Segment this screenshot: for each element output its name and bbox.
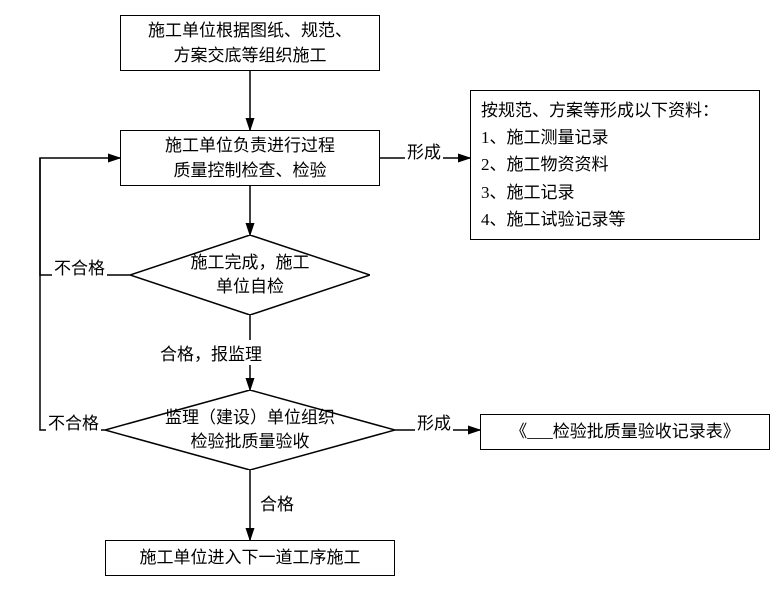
label-fail-2: 不合格 xyxy=(46,409,101,434)
node-start-line1: 施工单位根据图纸、规范、 xyxy=(148,18,352,44)
materials-item-4: 4、施工试验记录等 xyxy=(481,206,749,233)
node-sup-line2: 检验批质量验收 xyxy=(165,430,335,454)
label-pass-2: 合格 xyxy=(258,490,296,515)
node-self-inspection: 施工完成，施工 单位自检 xyxy=(130,235,370,315)
node-quality-control: 施工单位负责进行过程 质量控制检查、检验 xyxy=(120,130,380,186)
label-fail-1: 不合格 xyxy=(52,254,107,279)
node-qc-line1: 施工单位负责进行过程 xyxy=(165,133,335,159)
node-start-line2: 方案交底等组织施工 xyxy=(148,43,352,69)
label-form-2: 形成 xyxy=(415,409,453,434)
materials-header: 按规范、方案等形成以下资料： xyxy=(481,97,749,124)
node-next-process: 施工单位进入下一道工序施工 xyxy=(105,540,395,576)
node-self-line1: 施工完成，施工 xyxy=(191,251,310,275)
label-pass-1: 合格，报监理 xyxy=(158,340,264,365)
node-sup-line1: 监理（建设）单位组织 xyxy=(165,406,335,430)
node-self-line2: 单位自检 xyxy=(191,275,310,299)
node-start: 施工单位根据图纸、规范、 方案交底等组织施工 xyxy=(120,15,380,71)
materials-item-3: 3、施工记录 xyxy=(481,179,749,206)
node-qc-line2: 质量控制检查、检验 xyxy=(165,158,335,184)
label-form-1: 形成 xyxy=(405,138,443,163)
node-record-form: 《___检验批质量验收记录表》 xyxy=(480,414,770,450)
node-record-text: 《___检验批质量验收记录表》 xyxy=(510,419,740,445)
node-supervision-acceptance: 监理（建设）单位组织 检验批质量验收 xyxy=(105,390,395,470)
node-next-text: 施工单位进入下一道工序施工 xyxy=(140,545,361,571)
node-materials-list: 按规范、方案等形成以下资料： 1、施工测量记录 2、施工物资资料 3、施工记录 … xyxy=(470,90,760,240)
materials-item-1: 1、施工测量记录 xyxy=(481,124,749,151)
materials-item-2: 2、施工物资资料 xyxy=(481,151,749,178)
